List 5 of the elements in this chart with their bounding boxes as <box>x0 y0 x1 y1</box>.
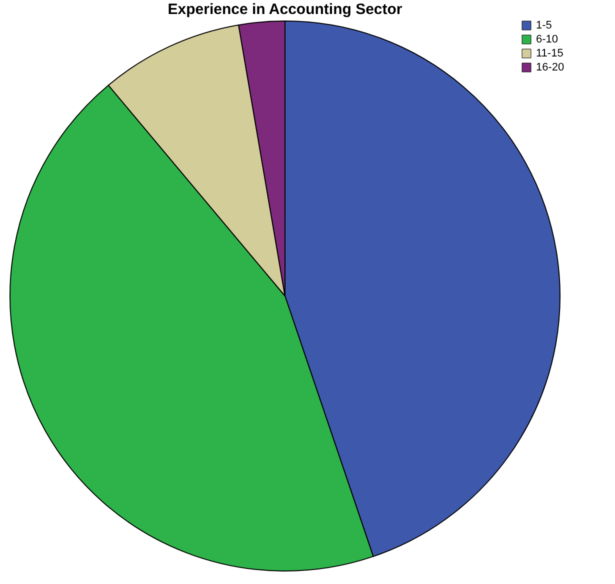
legend-label: 6-10 <box>536 34 558 46</box>
legend-label: 16-20 <box>536 62 564 74</box>
legend-label: 11-15 <box>536 48 564 60</box>
chart-title: Experience in Accounting Sector <box>168 1 402 18</box>
legend-label: 1-5 <box>536 20 552 32</box>
